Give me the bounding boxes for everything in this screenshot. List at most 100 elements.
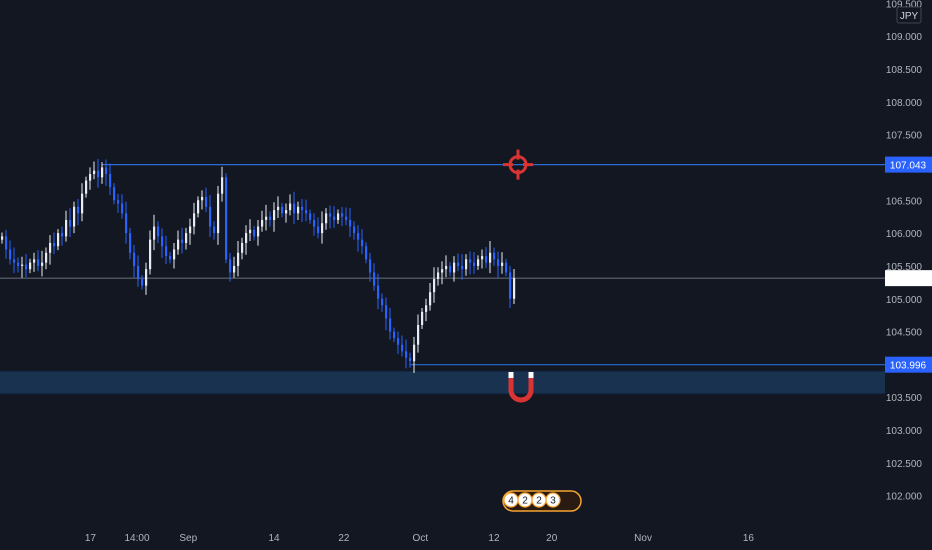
candle-body bbox=[125, 213, 128, 234]
candle bbox=[285, 203, 288, 223]
candle-body bbox=[61, 233, 64, 237]
candle-body bbox=[209, 206, 212, 227]
candle-body bbox=[501, 262, 504, 266]
current-price-label-text: 105.314 bbox=[890, 274, 927, 285]
candle bbox=[241, 237, 244, 260]
magnet-pole-right bbox=[528, 372, 534, 378]
event-badge bbox=[545, 492, 561, 508]
candle-body bbox=[53, 242, 56, 247]
candle bbox=[353, 221, 356, 240]
candle bbox=[77, 198, 80, 226]
candle-body bbox=[337, 213, 340, 220]
candle bbox=[501, 252, 504, 274]
currency-badge[interactable] bbox=[896, 6, 922, 24]
candle bbox=[121, 194, 124, 219]
candle-body bbox=[297, 206, 300, 214]
candle bbox=[245, 225, 248, 255]
candle-body bbox=[141, 279, 144, 286]
candle-body bbox=[9, 249, 12, 260]
candle-body bbox=[253, 229, 256, 237]
candle bbox=[365, 242, 368, 264]
y-tick-label: 107.500 bbox=[886, 131, 923, 142]
y-tick-label: 102.500 bbox=[886, 459, 923, 470]
candle-body bbox=[345, 216, 348, 220]
candle bbox=[109, 163, 112, 196]
x-tick-label: 22 bbox=[338, 533, 350, 544]
candle-body bbox=[485, 256, 488, 263]
candle-body bbox=[193, 213, 196, 227]
candle-body bbox=[513, 278, 516, 299]
candle-body bbox=[229, 259, 232, 273]
candle-body bbox=[265, 216, 268, 220]
candle bbox=[161, 228, 164, 259]
candle-body bbox=[321, 223, 324, 234]
candle-body bbox=[289, 203, 292, 211]
candle-body bbox=[77, 206, 80, 214]
candle bbox=[29, 258, 32, 274]
candle-body bbox=[281, 206, 284, 214]
y-tick-label: 106.500 bbox=[886, 196, 923, 207]
candle bbox=[313, 213, 316, 236]
candle-body bbox=[449, 265, 452, 273]
candle-body bbox=[49, 242, 52, 253]
candle bbox=[177, 230, 180, 255]
candle-body bbox=[405, 351, 408, 358]
candle-body bbox=[453, 262, 456, 273]
candle bbox=[69, 208, 72, 238]
candle bbox=[513, 268, 516, 305]
event-badge-count: 2 bbox=[522, 496, 528, 507]
candle-body bbox=[25, 264, 28, 270]
candle bbox=[141, 275, 144, 290]
candle-body bbox=[185, 233, 188, 243]
candle bbox=[433, 267, 436, 303]
candle-body bbox=[37, 259, 40, 266]
candle-body bbox=[97, 170, 100, 178]
candle bbox=[149, 230, 152, 275]
candle bbox=[49, 235, 52, 265]
candle-body bbox=[145, 269, 148, 286]
resistance-price-label-text: 107.043 bbox=[890, 161, 927, 172]
current-price-label-bg bbox=[885, 270, 932, 287]
candle-body bbox=[341, 213, 344, 217]
candle bbox=[373, 263, 376, 291]
candle-body bbox=[213, 226, 216, 234]
candle-body bbox=[5, 236, 8, 250]
candle bbox=[101, 162, 104, 184]
candle-body bbox=[461, 265, 464, 270]
candle-body bbox=[357, 233, 360, 240]
candle bbox=[421, 307, 424, 329]
currency-label: JPY bbox=[900, 11, 919, 22]
candle bbox=[381, 293, 384, 312]
candle-body bbox=[457, 262, 460, 266]
candle-body bbox=[469, 259, 472, 263]
candle bbox=[317, 217, 320, 239]
candle-body bbox=[205, 196, 208, 207]
y-tick-label: 103.000 bbox=[886, 426, 923, 437]
candle-body bbox=[361, 239, 364, 247]
candle-body bbox=[181, 239, 184, 243]
candle bbox=[221, 166, 224, 202]
resistance-price-label-bg bbox=[885, 156, 932, 173]
candle-body bbox=[401, 344, 404, 352]
support-zone bbox=[0, 370, 885, 394]
candle bbox=[209, 195, 212, 238]
crosshair-target-icon bbox=[503, 149, 533, 180]
candle bbox=[225, 173, 228, 264]
candle bbox=[441, 261, 444, 285]
candle-body bbox=[217, 193, 220, 234]
candle bbox=[165, 235, 168, 264]
candle-body bbox=[257, 226, 260, 237]
candle-body bbox=[173, 249, 176, 260]
candle bbox=[337, 209, 340, 224]
candle-body bbox=[373, 272, 376, 286]
candle bbox=[41, 250, 44, 277]
x-tick-label: 14 bbox=[268, 533, 280, 544]
candle bbox=[169, 252, 172, 264]
candle-body bbox=[365, 246, 368, 260]
candle-body bbox=[149, 239, 152, 270]
candle bbox=[125, 201, 128, 244]
candle bbox=[97, 158, 100, 188]
candle bbox=[193, 202, 196, 235]
